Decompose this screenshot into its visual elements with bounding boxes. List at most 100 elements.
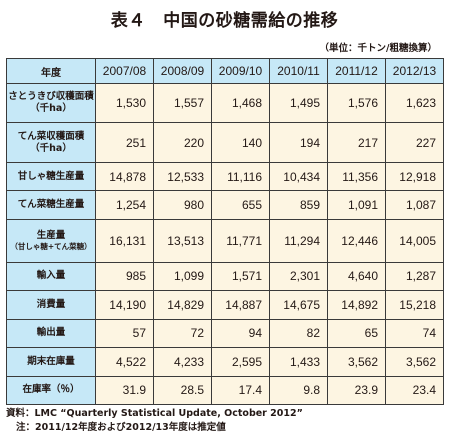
table-cell: 12,533 xyxy=(153,161,212,192)
table-cell: 1,495 xyxy=(269,82,328,124)
table-cell: 3,562 xyxy=(385,347,444,377)
table-cell: 23.4 xyxy=(385,375,444,405)
row-label: てん菜糖生産量 xyxy=(6,190,96,220)
table-cell: 4,522 xyxy=(95,347,154,377)
table-cell: 14,190 xyxy=(95,290,154,320)
table-row: 甘しゃ糖生産量 14,878 12,533 11,116 10,434 11,356 12,… xyxy=(6,161,444,192)
year-header: 2008/09 xyxy=(153,58,212,84)
row-label: 消費量 xyxy=(6,290,96,320)
row-label-main: てん菜糖生産量 xyxy=(17,199,85,211)
table-cell: 4,233 xyxy=(153,347,212,377)
table-cell: 859 xyxy=(269,190,328,220)
row-label: 期末在庫量 xyxy=(6,347,96,377)
table-cell: 65 xyxy=(327,318,386,349)
table-cell: 14,878 xyxy=(95,161,154,192)
estimate-note: 注：2011/12年度および2012/13年度は推定値 xyxy=(16,422,226,433)
row-label-main: 消費量 xyxy=(36,298,66,310)
table-cell: 2,301 xyxy=(269,261,328,292)
table-row: 在庫率（％） 31.9 28.5 17.4 9.8 23.9 23.4 xyxy=(6,375,444,405)
table-cell: 1,530 xyxy=(95,82,154,124)
table-row: 輸出量 57 72 94 82 65 74 xyxy=(6,318,444,349)
table-cell: 14,887 xyxy=(211,290,270,320)
row-label-main: 在庫率（％） xyxy=(22,384,80,396)
table-cell: 1,087 xyxy=(385,190,444,220)
year-header: 2011/12 xyxy=(327,58,386,84)
row-label-main: 生産量 xyxy=(36,230,66,242)
row-label: 輸入量 xyxy=(6,261,96,292)
row-label-main: さとうきび収穫面積 xyxy=(8,91,94,103)
row-label-main: てん菜収穫面積 xyxy=(17,130,85,142)
table-cell: 14,892 xyxy=(327,290,386,320)
table-row: さとうきび収穫面積 （千ha） 1,530 1,557 1,468 1,495 1,576 1… xyxy=(6,82,444,124)
row-label-main: 期末在庫量 xyxy=(27,355,75,367)
table-cell: 11,771 xyxy=(211,218,270,263)
table-cell: 57 xyxy=(95,318,154,349)
table-cell: 217 xyxy=(327,122,386,163)
table-cell: 1,623 xyxy=(385,82,444,124)
table-cell: 72 xyxy=(153,318,212,349)
table-cell: 9.8 xyxy=(269,375,328,405)
table-cell: 655 xyxy=(211,190,270,220)
row-label: 輸出量 xyxy=(6,318,96,349)
table-cell: 1,433 xyxy=(269,347,328,377)
row-label: 在庫率（％） xyxy=(6,375,96,405)
header-row: 年度 2007/08 2008/09 2009/10 2010/11 2011/… xyxy=(6,58,444,84)
table-row: 生産量 （甘しゃ糖+てん菜糖） 16,131 13,513 11,771 11,294 12… xyxy=(6,218,444,263)
table-cell: 31.9 xyxy=(95,375,154,405)
table-cell: 220 xyxy=(153,122,212,163)
table-cell: 1,287 xyxy=(385,261,444,292)
table-title: 表４ 中国の砂糖需給の推移 xyxy=(110,11,339,31)
corner-header: 年度 xyxy=(6,58,96,84)
row-label-sub: （甘しゃ糖+てん菜糖） xyxy=(10,241,92,251)
table-cell: 1,468 xyxy=(211,82,270,124)
table-row: 期末在庫量 4,522 4,233 2,595 1,433 3,562 3,562 xyxy=(6,347,444,377)
table-cell: 1,576 xyxy=(327,82,386,124)
table-cell: 251 xyxy=(95,122,154,163)
table-cell: 1,557 xyxy=(153,82,212,124)
table-cell: 140 xyxy=(211,122,270,163)
year-header: 2009/10 xyxy=(211,58,270,84)
table-cell: 12,446 xyxy=(327,218,386,263)
row-label: 甘しゃ糖生産量 xyxy=(6,161,96,192)
table-cell: 1,099 xyxy=(153,261,212,292)
table-cell: 74 xyxy=(385,318,444,349)
table-cell: 11,116 xyxy=(211,161,270,192)
table-cell: 28.5 xyxy=(153,375,212,405)
table-cell: 17.4 xyxy=(211,375,270,405)
table-cell: 1,091 xyxy=(327,190,386,220)
table-cell: 14,005 xyxy=(385,218,444,263)
notes: 資料：LMC “Quarterly Statistical Update, Oc… xyxy=(6,407,303,435)
table-cell: 4,640 xyxy=(327,261,386,292)
table-cell: 14,829 xyxy=(153,290,212,320)
table-cell: 10,434 xyxy=(269,161,328,192)
table-cell: 985 xyxy=(95,261,154,292)
table-cell: 194 xyxy=(269,122,328,163)
table-cell: 23.9 xyxy=(327,375,386,405)
table-cell: 15,218 xyxy=(385,290,444,320)
table-cell: 16,131 xyxy=(95,218,154,263)
table-cell: 1,571 xyxy=(211,261,270,292)
table-row: てん菜糖生産量 1,254 980 655 859 1,091 1,087 xyxy=(6,190,444,220)
year-header: 2010/11 xyxy=(269,58,328,84)
table-cell: 14,675 xyxy=(269,290,328,320)
table-cell: 227 xyxy=(385,122,444,163)
table-row: 輸入量 985 1,099 1,571 2,301 4,640 1,287 xyxy=(6,261,444,292)
table-row: てん菜収穫面積 （千ha） 251 220 140 194 217 227 xyxy=(6,122,444,163)
row-label-main: 甘しゃ糖生産量 xyxy=(17,170,85,182)
table-cell: 11,294 xyxy=(269,218,328,263)
row-label-sub: （千ha） xyxy=(30,103,72,115)
row-label: 生産量 （甘しゃ糖+てん菜糖） xyxy=(6,218,96,263)
row-label-main: 輸出量 xyxy=(36,327,66,339)
table-cell: 94 xyxy=(211,318,270,349)
sugar-supply-demand-table: 年度 2007/08 2008/09 2009/10 2010/11 2011/… xyxy=(6,58,444,405)
table-cell: 12,918 xyxy=(385,161,444,192)
row-label: さとうきび収穫面積 （千ha） xyxy=(6,82,96,124)
row-label-sub: （千ha） xyxy=(30,142,72,154)
year-header: 2007/08 xyxy=(95,58,154,84)
source-note: 資料：LMC “Quarterly Statistical Update, Oc… xyxy=(6,408,303,419)
table-cell: 2,595 xyxy=(211,347,270,377)
year-header: 2012/13 xyxy=(385,58,444,84)
unit-label: （単位：千トン/粗糖換算） xyxy=(319,43,437,54)
table-cell: 3,562 xyxy=(327,347,386,377)
row-label: てん菜収穫面積 （千ha） xyxy=(6,122,96,163)
